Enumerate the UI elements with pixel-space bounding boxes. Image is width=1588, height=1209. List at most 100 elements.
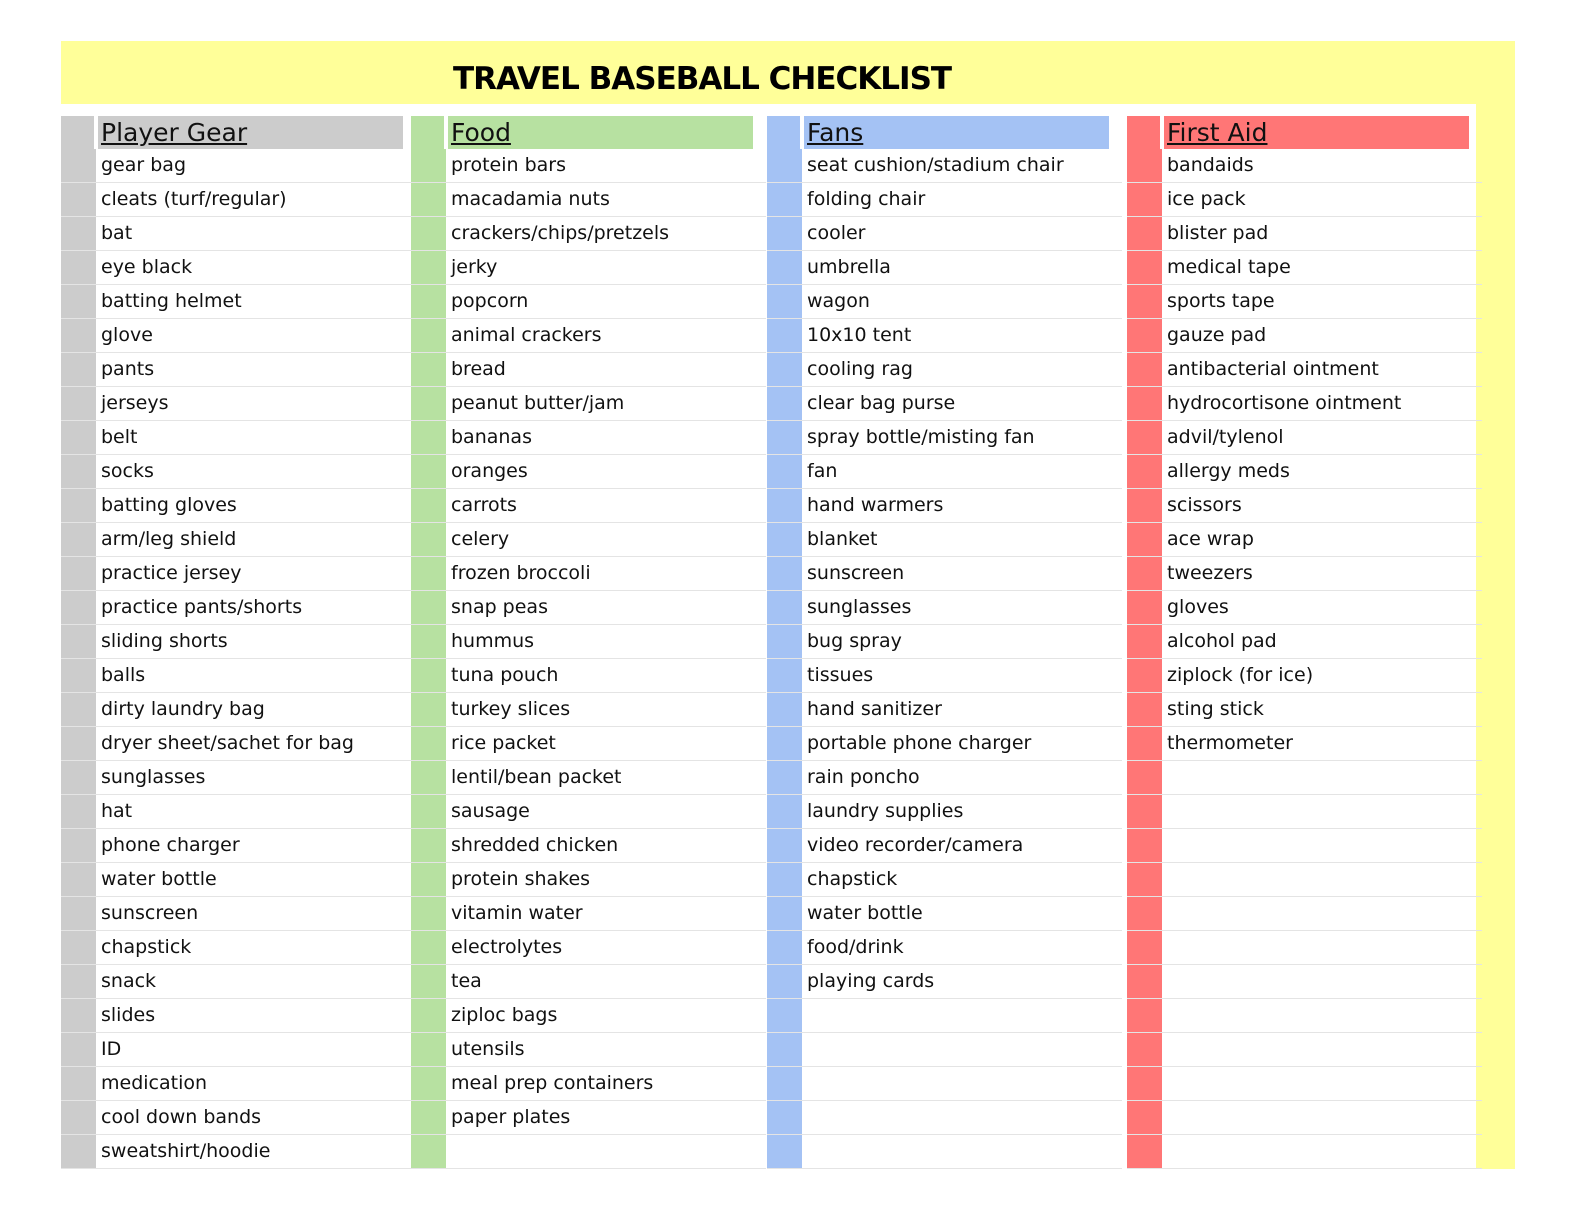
checkbox-cell[interactable] <box>767 863 803 896</box>
checkbox-cell[interactable] <box>1127 319 1163 352</box>
checkbox-cell[interactable] <box>767 727 803 760</box>
checkbox-cell[interactable] <box>411 387 447 420</box>
checkbox-cell[interactable] <box>411 625 447 658</box>
checkbox-cell[interactable] <box>1127 149 1163 182</box>
checkbox-cell[interactable] <box>767 489 803 522</box>
checkbox-cell[interactable] <box>767 353 803 386</box>
checkbox-cell[interactable] <box>1127 557 1163 590</box>
checkbox-cell[interactable] <box>1127 795 1163 828</box>
checkbox-cell[interactable] <box>767 999 803 1032</box>
checkbox-cell[interactable] <box>767 693 803 726</box>
checkbox-cell[interactable] <box>411 1101 447 1134</box>
checkbox-cell[interactable] <box>411 897 447 930</box>
checkbox-cell[interactable] <box>411 727 447 760</box>
checkbox-cell[interactable] <box>1127 285 1163 318</box>
checkbox-cell[interactable] <box>61 557 97 590</box>
checkbox-cell[interactable] <box>767 897 803 930</box>
checkbox-cell[interactable] <box>411 591 447 624</box>
checkbox-cell[interactable] <box>61 455 97 488</box>
checkbox-cell[interactable] <box>61 591 97 624</box>
checkbox-cell[interactable] <box>767 1067 803 1100</box>
checkbox-cell[interactable] <box>767 319 803 352</box>
checkbox-cell[interactable] <box>1127 829 1163 862</box>
checkbox-cell[interactable] <box>411 693 447 726</box>
checkbox-cell[interactable] <box>61 285 97 318</box>
checkbox-cell[interactable] <box>767 149 803 182</box>
checkbox-cell[interactable] <box>411 285 447 318</box>
checkbox-cell[interactable] <box>411 149 447 182</box>
checkbox-cell[interactable] <box>767 829 803 862</box>
checkbox-cell[interactable] <box>61 863 97 896</box>
checkbox-cell[interactable] <box>411 455 447 488</box>
checkbox-cell[interactable] <box>1127 523 1163 556</box>
checkbox-cell[interactable] <box>767 455 803 488</box>
checkbox-cell[interactable] <box>411 523 447 556</box>
checkbox-cell[interactable] <box>1127 1135 1163 1168</box>
checkbox-cell[interactable] <box>411 863 447 896</box>
checkbox-cell[interactable] <box>61 217 97 250</box>
checkbox-cell[interactable] <box>411 353 447 386</box>
checkbox-cell[interactable] <box>411 1135 447 1168</box>
checkbox-cell[interactable] <box>61 387 97 420</box>
checkbox-cell[interactable] <box>61 319 97 352</box>
checkbox-cell[interactable] <box>1127 421 1163 454</box>
checkbox-cell[interactable] <box>767 285 803 318</box>
checkbox-cell[interactable] <box>1127 1033 1163 1066</box>
checkbox-cell[interactable] <box>61 1067 97 1100</box>
checkbox-cell[interactable] <box>411 183 447 216</box>
checkbox-cell[interactable] <box>61 761 97 794</box>
checkbox-cell[interactable] <box>411 931 447 964</box>
checkbox-cell[interactable] <box>411 489 447 522</box>
checkbox-cell[interactable] <box>1127 999 1163 1032</box>
checkbox-cell[interactable] <box>61 693 97 726</box>
checkbox-cell[interactable] <box>411 1067 447 1100</box>
checkbox-cell[interactable] <box>1127 251 1163 284</box>
checkbox-cell[interactable] <box>61 1135 97 1168</box>
checkbox-cell[interactable] <box>411 421 447 454</box>
checkbox-cell[interactable] <box>767 1101 803 1134</box>
checkbox-cell[interactable] <box>411 319 447 352</box>
checkbox-cell[interactable] <box>1127 387 1163 420</box>
checkbox-cell[interactable] <box>411 659 447 692</box>
checkbox-cell[interactable] <box>767 251 803 284</box>
checkbox-cell[interactable] <box>767 183 803 216</box>
checkbox-cell[interactable] <box>61 523 97 556</box>
checkbox-cell[interactable] <box>767 659 803 692</box>
checkbox-cell[interactable] <box>61 829 97 862</box>
checkbox-cell[interactable] <box>411 795 447 828</box>
checkbox-cell[interactable] <box>1127 659 1163 692</box>
checkbox-cell[interactable] <box>767 387 803 420</box>
checkbox-cell[interactable] <box>411 1033 447 1066</box>
checkbox-cell[interactable] <box>61 421 97 454</box>
checkbox-cell[interactable] <box>1127 965 1163 998</box>
checkbox-cell[interactable] <box>61 897 97 930</box>
checkbox-cell[interactable] <box>61 999 97 1032</box>
checkbox-cell[interactable] <box>1127 1101 1163 1134</box>
checkbox-cell[interactable] <box>61 795 97 828</box>
checkbox-cell[interactable] <box>411 761 447 794</box>
checkbox-cell[interactable] <box>767 591 803 624</box>
checkbox-cell[interactable] <box>61 1101 97 1134</box>
checkbox-cell[interactable] <box>767 557 803 590</box>
checkbox-cell[interactable] <box>61 149 97 182</box>
checkbox-cell[interactable] <box>411 829 447 862</box>
checkbox-cell[interactable] <box>61 251 97 284</box>
checkbox-cell[interactable] <box>767 931 803 964</box>
checkbox-cell[interactable] <box>61 965 97 998</box>
checkbox-cell[interactable] <box>61 659 97 692</box>
checkbox-cell[interactable] <box>1127 455 1163 488</box>
checkbox-cell[interactable] <box>1127 761 1163 794</box>
checkbox-cell[interactable] <box>1127 591 1163 624</box>
checkbox-cell[interactable] <box>1127 931 1163 964</box>
checkbox-cell[interactable] <box>61 353 97 386</box>
checkbox-cell[interactable] <box>1127 863 1163 896</box>
checkbox-cell[interactable] <box>767 1033 803 1066</box>
checkbox-cell[interactable] <box>61 727 97 760</box>
checkbox-cell[interactable] <box>1127 897 1163 930</box>
checkbox-cell[interactable] <box>1127 217 1163 250</box>
checkbox-cell[interactable] <box>767 421 803 454</box>
checkbox-cell[interactable] <box>1127 727 1163 760</box>
checkbox-cell[interactable] <box>767 761 803 794</box>
checkbox-cell[interactable] <box>767 1135 803 1168</box>
checkbox-cell[interactable] <box>767 965 803 998</box>
